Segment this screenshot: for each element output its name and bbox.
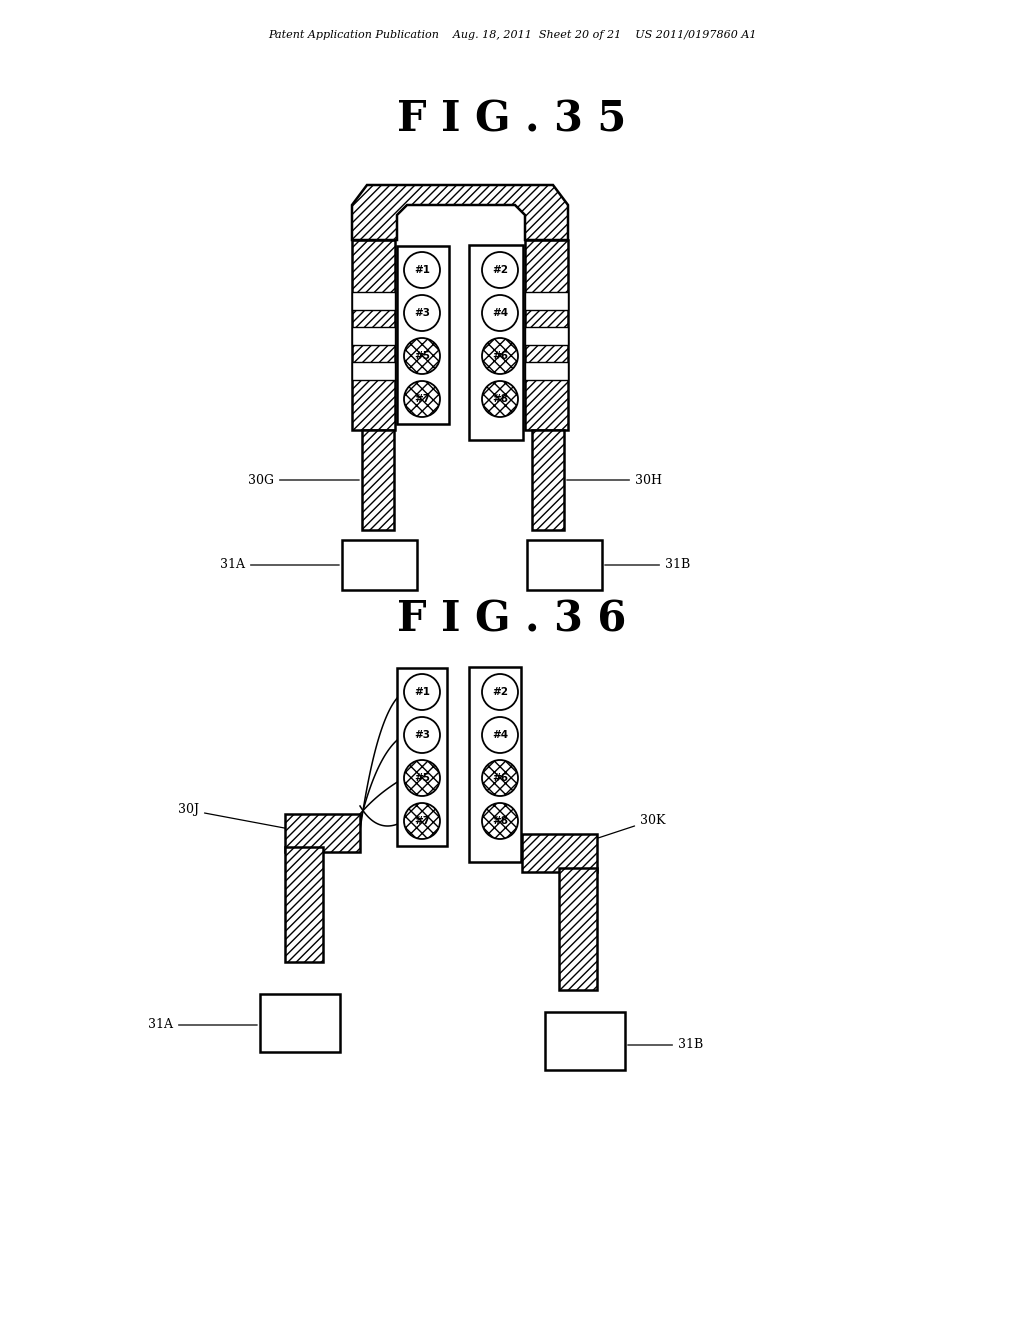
Bar [362,430,394,531]
Bar [532,430,564,531]
Text: 31A: 31A [220,558,339,572]
Text: #3: #3 [414,308,430,318]
Bar [527,540,602,590]
Bar [342,540,417,590]
Bar [352,292,395,310]
PathPatch shape [352,185,568,240]
Circle shape [482,294,518,331]
Bar [362,430,394,531]
Bar [352,362,395,380]
Text: #5: #5 [414,774,430,783]
Bar [352,240,395,430]
Circle shape [482,252,518,288]
Bar [352,327,395,345]
Circle shape [404,717,440,752]
Circle shape [482,338,518,374]
Text: 31A: 31A [148,1019,257,1031]
Circle shape [482,381,518,417]
Text: #4: #4 [492,308,508,318]
Bar [559,869,597,990]
Text: #1: #1 [414,265,430,275]
Bar [397,246,449,424]
Text: #6: #6 [492,774,508,783]
Text: #7: #7 [414,393,430,404]
Bar [469,246,523,440]
Circle shape [482,675,518,710]
Text: #8: #8 [492,816,508,826]
Bar [525,362,568,380]
Circle shape [404,803,440,840]
Circle shape [404,760,440,796]
Bar [522,834,597,873]
Circle shape [404,252,440,288]
Text: 30G: 30G [248,474,359,487]
Bar [532,430,564,531]
Circle shape [404,294,440,331]
Bar [260,994,340,1052]
Bar [522,834,597,873]
Circle shape [404,675,440,710]
Circle shape [482,717,518,752]
Text: 30H: 30H [566,474,662,487]
Circle shape [404,338,440,374]
Text: #1: #1 [414,686,430,697]
Bar [285,814,360,851]
Bar [545,1012,625,1071]
Bar [525,240,568,430]
Bar [285,814,360,851]
Bar [525,240,568,430]
Bar [525,327,568,345]
Text: 31B: 31B [605,558,690,572]
Text: #2: #2 [492,686,508,697]
Text: 30J: 30J [178,804,292,829]
Text: #7: #7 [414,816,430,826]
Text: #2: #2 [492,265,508,275]
Circle shape [482,760,518,796]
Text: F I G . 3 6: F I G . 3 6 [397,599,627,642]
Text: F I G . 3 5: F I G . 3 5 [397,99,627,141]
Circle shape [482,803,518,840]
Text: #8: #8 [492,393,508,404]
Text: 30K: 30K [595,813,666,840]
Text: Patent Application Publication    Aug. 18, 2011  Sheet 20 of 21    US 2011/01978: Patent Application Publication Aug. 18, … [267,30,757,40]
Bar [285,847,323,962]
Text: #5: #5 [414,351,430,360]
Text: 31B: 31B [628,1039,703,1052]
Bar [525,292,568,310]
Bar [352,240,395,430]
Text: #4: #4 [492,730,508,741]
Bar [285,847,323,962]
Text: #3: #3 [414,730,430,741]
Bar [397,668,447,846]
Bar [559,869,597,990]
Text: #6: #6 [492,351,508,360]
Circle shape [404,381,440,417]
Bar [469,667,521,862]
